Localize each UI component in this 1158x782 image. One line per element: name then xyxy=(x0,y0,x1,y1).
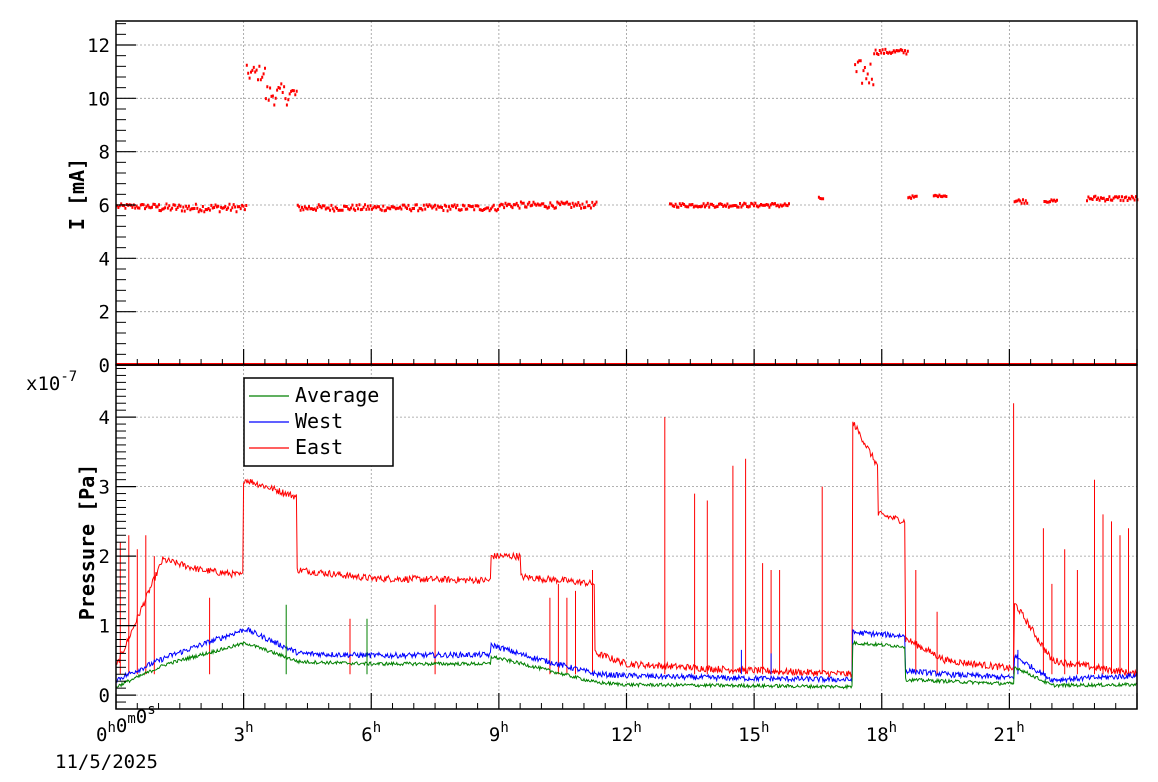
y-tick-label: 8 xyxy=(99,142,110,164)
current-points xyxy=(873,47,909,56)
legend-item-east: East xyxy=(249,435,343,459)
x-tick-label: 21h xyxy=(993,720,1024,746)
y-tick-label: 4 xyxy=(99,248,110,270)
x-tick-label: 15h xyxy=(738,720,769,746)
pressure-panel: 0 1 2 3 4 xyxy=(99,364,1138,710)
y-tick-label: 12 xyxy=(87,35,110,57)
series-spikes-average xyxy=(285,604,368,675)
series-spikes-west xyxy=(740,649,1019,675)
current-axis-title: I [mA] xyxy=(65,158,89,230)
current-points xyxy=(264,82,298,107)
current-points xyxy=(907,194,918,200)
y-tick-label: 3 xyxy=(99,477,110,499)
legend-label-average: Average xyxy=(295,383,379,407)
legend: Average West East xyxy=(243,377,394,467)
current-points xyxy=(498,200,598,210)
current-points xyxy=(932,193,948,199)
y-tick-label: 1 xyxy=(99,616,110,638)
x-tick-labels: 0h0m0s 3h 6h 9h 12h 15h 18h 21h xyxy=(96,702,1025,746)
pressure-scale-factor: x10-7 xyxy=(26,369,77,395)
legend-item-average: Average xyxy=(249,383,379,407)
x-tick-label: 18h xyxy=(866,720,897,746)
y-tick-label: 10 xyxy=(87,88,110,110)
x-tick-label: 9h xyxy=(489,720,509,746)
date-label: 11/5/2025 xyxy=(55,751,158,773)
legend-label-east: East xyxy=(295,435,343,459)
y-tick-label: 0 xyxy=(99,355,110,377)
x-tick-label: 6h xyxy=(361,720,381,746)
current-points xyxy=(817,195,825,201)
current-points xyxy=(1043,198,1058,204)
current-points xyxy=(296,203,501,213)
y-tick-label: 4 xyxy=(99,407,110,429)
current-points xyxy=(245,63,266,82)
pressure-axis-title: Pressure [Pa] xyxy=(75,464,99,621)
x-tick-label: 12h xyxy=(611,720,642,746)
legend-label-west: West xyxy=(295,409,343,433)
legend-item-west: West xyxy=(249,409,343,433)
x-tick-label: 0h0m0s xyxy=(96,702,156,746)
current-points xyxy=(1086,194,1139,203)
current-points xyxy=(1013,198,1029,205)
current-points xyxy=(669,201,790,209)
series-spikes-east xyxy=(119,403,1129,675)
series-line-east xyxy=(116,421,1137,678)
y-tick-label: 2 xyxy=(99,546,110,568)
y-tick-label: 2 xyxy=(99,302,110,324)
y-tick-label: 0 xyxy=(99,685,110,707)
current-points xyxy=(116,202,160,211)
current-points xyxy=(854,59,875,87)
current-points xyxy=(158,202,248,214)
current-panel: 0 2 4 6 8 10 12 xyxy=(87,20,1139,377)
x-tick-label: 3h xyxy=(234,720,254,746)
y-tick-label: 6 xyxy=(99,195,110,217)
